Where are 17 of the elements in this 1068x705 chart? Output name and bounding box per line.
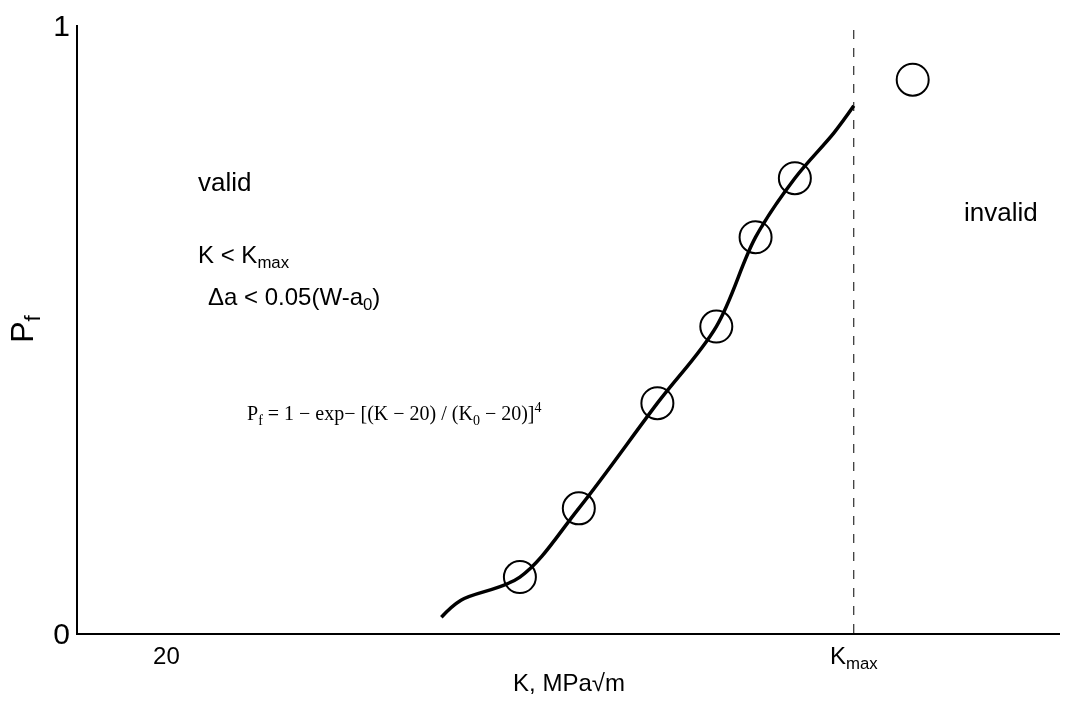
annotation: P$_{f}$ = 1 − exp− [(K − 20) / (K$_{0}$ − 20)]$^{4}$ — [247, 400, 542, 428]
y-tick-label: 0 — [53, 616, 70, 650]
y-tick-label: 1 — [53, 8, 70, 42]
point — [699, 309, 734, 344]
annotation: Δa < 0.05(W-a$_{0}$) — [208, 283, 381, 315]
x-axis-title: K, MPa√m — [513, 668, 625, 696]
x-tick-label: K$_{max}$ — [829, 641, 879, 673]
x-tick-label: 20 — [153, 641, 180, 669]
point — [502, 560, 537, 595]
annotation: valid — [198, 167, 252, 197]
annotation: K < K$_{max}$ — [198, 241, 290, 273]
annotation: invalid — [964, 197, 1038, 227]
point — [561, 491, 596, 526]
point — [895, 62, 930, 97]
point — [777, 161, 812, 196]
point — [640, 386, 675, 421]
point — [738, 220, 773, 255]
